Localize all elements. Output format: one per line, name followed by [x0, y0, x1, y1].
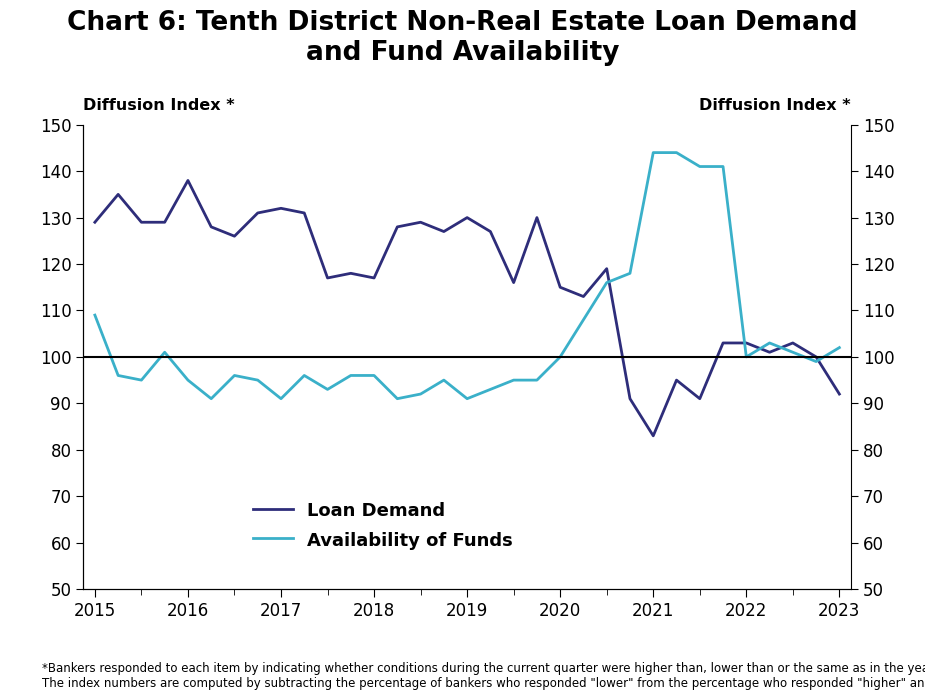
Loan Demand: [578, 292, 589, 301]
Availability of Funds: [253, 376, 264, 384]
Loan Demand: [299, 209, 310, 217]
Availability of Funds: [833, 344, 845, 352]
Availability of Funds: [695, 162, 706, 170]
Loan Demand: [718, 339, 729, 347]
Loan Demand: [787, 339, 798, 347]
Availability of Funds: [438, 376, 450, 384]
Availability of Funds: [159, 348, 170, 356]
Loan Demand: [345, 269, 356, 277]
Availability of Funds: [485, 385, 496, 394]
Loan Demand: [415, 218, 426, 227]
Loan Demand: [648, 432, 659, 440]
Loan Demand: [322, 274, 333, 282]
Loan Demand: [159, 218, 170, 227]
Availability of Funds: [624, 269, 635, 277]
Availability of Funds: [299, 371, 310, 380]
Availability of Funds: [810, 358, 821, 366]
Availability of Funds: [392, 394, 403, 403]
Loan Demand: [624, 394, 635, 403]
Loan Demand: [438, 227, 450, 236]
Availability of Funds: [415, 390, 426, 398]
Loan Demand: [485, 227, 496, 236]
Loan Demand: [253, 209, 264, 217]
Loan Demand: [555, 283, 566, 291]
Availability of Funds: [531, 376, 542, 384]
Loan Demand: [462, 213, 473, 222]
Availability of Funds: [276, 394, 287, 403]
Availability of Funds: [113, 371, 124, 380]
Availability of Funds: [787, 348, 798, 356]
Availability of Funds: [182, 376, 193, 384]
Availability of Funds: [462, 394, 473, 403]
Loan Demand: [228, 232, 240, 240]
Loan Demand: [601, 265, 612, 273]
Text: Chart 6: Tenth District Non-Real Estate Loan Demand
and Fund Availability: Chart 6: Tenth District Non-Real Estate …: [68, 10, 857, 67]
Availability of Funds: [601, 279, 612, 287]
Availability of Funds: [322, 385, 333, 394]
Loan Demand: [136, 218, 147, 227]
Loan Demand: [671, 376, 682, 384]
Loan Demand: [113, 190, 124, 198]
Availability of Funds: [648, 148, 659, 157]
Availability of Funds: [368, 371, 379, 380]
Availability of Funds: [718, 162, 729, 170]
Loan Demand: [276, 204, 287, 213]
Loan Demand: [810, 353, 821, 361]
Availability of Funds: [90, 311, 101, 319]
Text: *Bankers responded to each item by indicating whether conditions during the curr: *Bankers responded to each item by indic…: [42, 662, 925, 690]
Availability of Funds: [578, 315, 589, 324]
Loan Demand: [695, 394, 706, 403]
Loan Demand: [531, 213, 542, 222]
Loan Demand: [90, 218, 101, 227]
Legend: Loan Demand, Availability of Funds: Loan Demand, Availability of Funds: [246, 495, 520, 556]
Availability of Funds: [228, 371, 240, 380]
Availability of Funds: [671, 148, 682, 157]
Loan Demand: [764, 348, 775, 356]
Text: Diffusion Index *: Diffusion Index *: [699, 98, 851, 113]
Availability of Funds: [741, 353, 752, 361]
Loan Demand: [368, 274, 379, 282]
Availability of Funds: [136, 376, 147, 384]
Loan Demand: [392, 222, 403, 231]
Loan Demand: [833, 390, 845, 398]
Loan Demand: [182, 176, 193, 184]
Text: Diffusion Index *: Diffusion Index *: [83, 98, 235, 113]
Availability of Funds: [764, 339, 775, 347]
Availability of Funds: [205, 394, 216, 403]
Line: Availability of Funds: Availability of Funds: [95, 152, 839, 398]
Availability of Funds: [345, 371, 356, 380]
Loan Demand: [205, 222, 216, 231]
Loan Demand: [741, 339, 752, 347]
Line: Loan Demand: Loan Demand: [95, 180, 839, 436]
Loan Demand: [508, 279, 519, 287]
Availability of Funds: [555, 353, 566, 361]
Availability of Funds: [508, 376, 519, 384]
